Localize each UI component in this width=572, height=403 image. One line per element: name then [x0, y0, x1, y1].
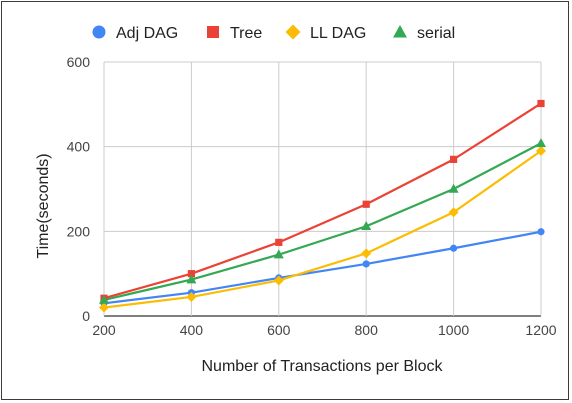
- data-point-adj-dag: [362, 260, 370, 268]
- x-tick-label: 1000: [438, 322, 469, 338]
- data-point-serial: [361, 221, 372, 231]
- legend-item-ll-dag: LL DAG: [285, 24, 366, 42]
- series-markers: [99, 99, 546, 313]
- y-tick-label: 200: [67, 223, 91, 239]
- data-point-tree: [362, 200, 370, 208]
- y-tick-label: 0: [82, 308, 90, 324]
- data-point-ll-dag: [273, 275, 284, 286]
- data-point-serial: [99, 294, 109, 304]
- series-line-tree: [103, 102, 542, 300]
- legend-marker-triangle: [393, 25, 407, 38]
- data-point-serial: [448, 183, 459, 193]
- legend-label: LL DAG: [310, 25, 366, 42]
- y-tick-label: 600: [67, 54, 91, 70]
- x-tick-label: 200: [92, 322, 116, 338]
- legend-marker-diamond: [285, 24, 301, 40]
- legend-item-adj-dag: Adj DAG: [92, 25, 178, 42]
- data-point-tree: [537, 99, 545, 108]
- data-point-tree: [275, 238, 283, 246]
- data-point-tree: [187, 270, 195, 278]
- legend-marker-square: [207, 26, 219, 38]
- y-axis-title: Time(seconds): [35, 153, 52, 258]
- data-point-serial: [273, 249, 284, 259]
- data-point-ll-dag: [448, 207, 459, 218]
- legend-marker-circle: [92, 25, 106, 39]
- legend-item-tree: Tree: [207, 25, 262, 42]
- y-tick-labels: 0 200 400 600: [67, 54, 91, 324]
- data-point-tree: [450, 155, 458, 163]
- series-line-ll-dag: [103, 149, 542, 309]
- x-axis-title: Number of Transactions per Block: [202, 358, 444, 375]
- data-point-ll-dag: [536, 145, 546, 156]
- x-tick-labels: 200 400 600 800 1000 1200: [92, 322, 556, 338]
- data-point-ll-dag: [99, 302, 109, 313]
- x-tick-label: 600: [267, 322, 291, 338]
- legend-item-serial: serial: [393, 25, 455, 42]
- gridlines: [103, 61, 542, 317]
- data-point-serial: [536, 138, 546, 148]
- series-line-serial: [103, 142, 542, 301]
- legend: Adj DAG Tree LL DAG serial: [92, 24, 455, 42]
- data-point-serial: [186, 274, 197, 284]
- y-tick-label: 400: [67, 139, 91, 155]
- series-lines: [103, 102, 542, 309]
- legend-label: serial: [417, 25, 455, 42]
- x-tick-label: 800: [355, 322, 379, 338]
- legend-label: Adj DAG: [116, 25, 178, 42]
- x-tick-label: 1200: [525, 322, 556, 338]
- x-tick-label: 400: [180, 322, 204, 338]
- data-point-adj-dag: [450, 244, 458, 252]
- data-point-ll-dag: [361, 248, 372, 259]
- data-point-ll-dag: [186, 291, 197, 302]
- data-point-adj-dag: [537, 228, 545, 236]
- series-line-adj-dag: [103, 230, 542, 305]
- legend-label: Tree: [230, 25, 262, 42]
